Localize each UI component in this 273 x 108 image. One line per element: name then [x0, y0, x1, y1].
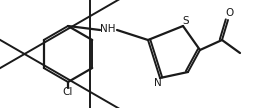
Text: N: N — [154, 78, 162, 88]
Text: Cl: Cl — [63, 87, 73, 97]
Text: S: S — [183, 16, 189, 26]
Text: O: O — [226, 8, 234, 18]
Text: NH: NH — [100, 24, 116, 34]
